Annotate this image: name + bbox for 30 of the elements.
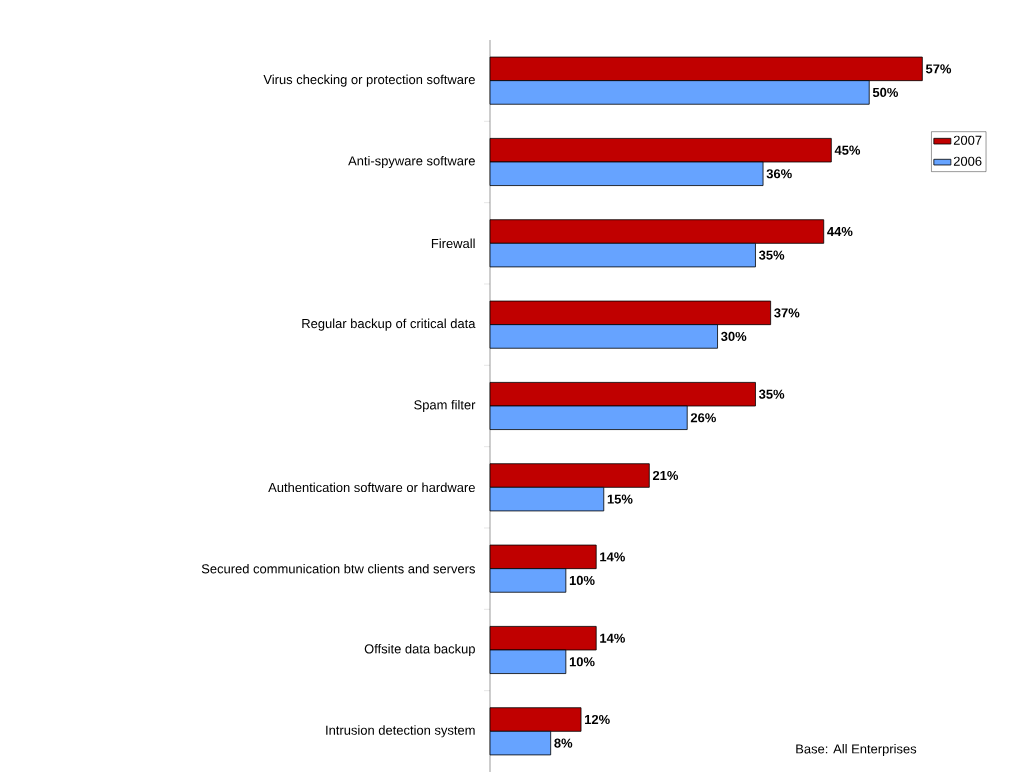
y-tick-label: Secured communication btw clients and servers: [201, 563, 475, 574]
y-tick-label: Authentication software or hardware: [268, 482, 475, 493]
data-label: 44%: [827, 226, 853, 237]
annotation: Base: All Enterprises: [796, 743, 917, 757]
data-label: 45%: [834, 145, 861, 155]
data-label: 36%: [766, 169, 792, 179]
data-label: 12%: [585, 714, 610, 725]
data-label: 15%: [607, 494, 633, 504]
y-tick-label: Intrusion detection system: [326, 725, 475, 738]
data-label: 30%: [721, 331, 747, 342]
data-label: 21%: [652, 470, 679, 481]
y-tick-label: Firewall: [431, 238, 475, 249]
y-tick-label: Virus checking or protection software: [263, 74, 475, 87]
data-label: 35%: [758, 250, 785, 260]
y-tick-label: Regular backup of critical data: [302, 318, 476, 331]
data-label: 35%: [758, 389, 785, 399]
data-label: 10%: [569, 575, 595, 586]
data-label: 37%: [774, 308, 800, 318]
legend-label: 2007: [953, 135, 982, 145]
data-label: 14%: [600, 552, 625, 562]
legend-label: 2006: [953, 156, 982, 166]
data-label: 57%: [925, 64, 952, 74]
y-tick-label: Spam filter: [414, 399, 476, 413]
y-tick-label: Anti-spyware software: [348, 155, 475, 169]
data-label: 50%: [872, 87, 899, 98]
y-tick-label: Offsite data backup: [364, 643, 475, 657]
data-label: 10%: [569, 657, 595, 667]
data-label: 8%: [554, 738, 573, 748]
data-label: 26%: [690, 413, 716, 423]
data-label: 14%: [600, 633, 625, 643]
